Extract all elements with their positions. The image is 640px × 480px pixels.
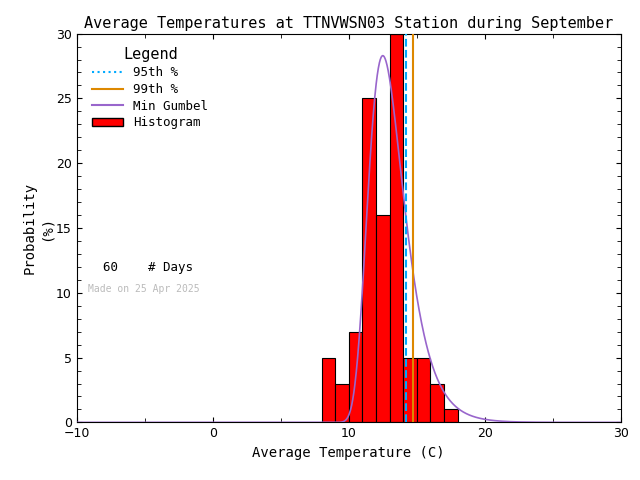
Text: 60    # Days: 60 # Days [88,261,193,274]
X-axis label: Average Temperature (C): Average Temperature (C) [253,446,445,460]
Bar [322,358,335,422]
Legend: 95th %, 99th %, Min Gumbel, Histogram: 95th %, 99th %, Min Gumbel, Histogram [88,44,212,133]
Bar [417,358,431,422]
Bar [390,34,403,422]
Title: Average Temperatures at TTNVWSN03 Station during September: Average Temperatures at TTNVWSN03 Statio… [84,16,613,31]
Text: Made on 25 Apr 2025: Made on 25 Apr 2025 [88,284,199,294]
Bar [403,358,417,422]
Bar [376,215,390,422]
Y-axis label: Probability
(%): Probability (%) [23,182,53,274]
Bar [431,384,444,422]
Bar [349,332,362,422]
Bar [362,98,376,422]
Bar [444,409,458,422]
Bar [335,384,349,422]
